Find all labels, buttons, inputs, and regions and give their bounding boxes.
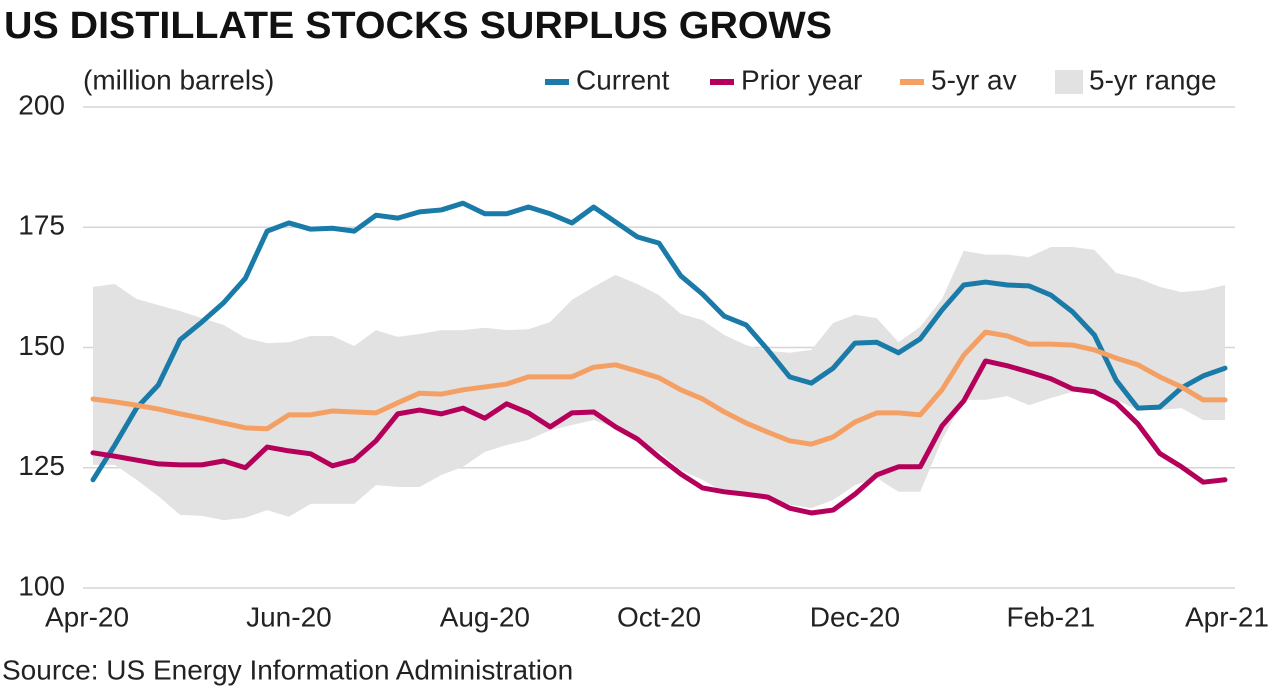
y-tick-label: 150 (18, 330, 65, 361)
series-line (90, 200, 1228, 483)
series-line (90, 329, 1228, 447)
x-tick-label: Dec-20 (810, 601, 900, 632)
source-note: Source: US Energy Information Administra… (2, 654, 573, 685)
legend-label: 5-yr av (931, 64, 1017, 95)
legend-label: Prior year (741, 64, 862, 95)
x-tick-label: Jun-20 (246, 601, 332, 632)
legend-swatch (1055, 70, 1083, 94)
legend-label: Current (576, 64, 670, 95)
y-tick-label: 125 (18, 450, 65, 481)
y-tick-label: 200 (18, 89, 65, 120)
y-tick-label: 100 (18, 570, 65, 601)
x-tick-label: Apr-21 (1185, 601, 1269, 632)
legend-label: 5-yr range (1089, 64, 1217, 95)
y-tick-label: 175 (18, 210, 65, 241)
range-band (93, 246, 1225, 521)
series-line (90, 358, 1228, 516)
x-tick-label: Apr-20 (45, 601, 129, 632)
x-tick-label: Feb-21 (1006, 601, 1095, 632)
x-tick-label: Aug-20 (440, 601, 530, 632)
x-tick-label: Oct-20 (617, 601, 701, 632)
chart-title: US DISTILLATE STOCKS SURPLUS GROWS (4, 5, 832, 47)
y-axis-label: (million barrels) (83, 64, 274, 95)
